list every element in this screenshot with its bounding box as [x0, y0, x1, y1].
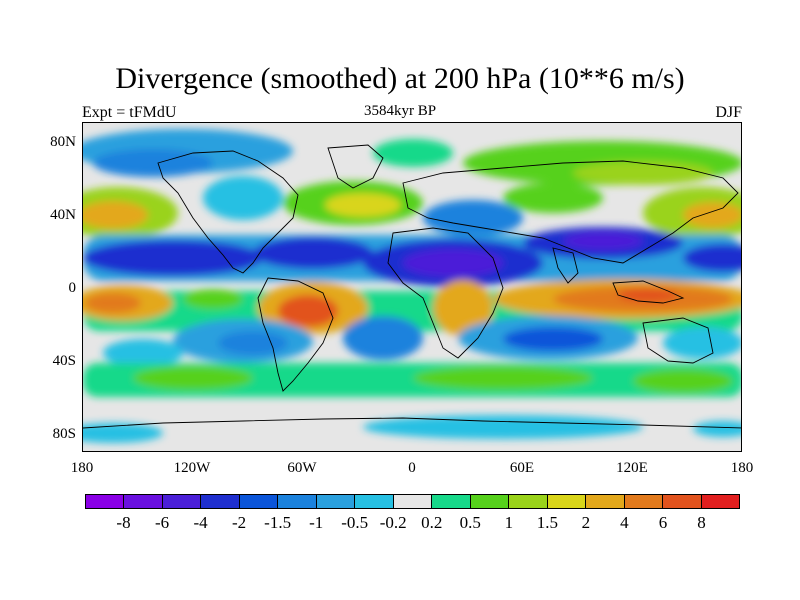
colorbar-swatch — [392, 494, 433, 509]
colorbar-swatch — [662, 494, 702, 509]
lon-label-120w: 120W — [173, 460, 211, 476]
lat-label-80s: 80S — [52, 426, 76, 442]
time-label: 3584kyr BP — [363, 103, 437, 119]
colorbar-swatch — [431, 494, 471, 509]
colorbar-swatch — [623, 494, 664, 509]
colorbar-swatch — [200, 494, 240, 509]
colorbar-swatch — [546, 494, 587, 509]
colorbar-swatch — [315, 494, 356, 509]
colorbar-swatch — [238, 494, 279, 509]
colorbar-label: 2 — [581, 513, 591, 532]
experiment-label: Expt = tFMdU — [82, 104, 177, 121]
colorbar-label: -4 — [193, 513, 208, 532]
colorbar-label: 6 — [658, 513, 668, 532]
lon-label-120e: 120E — [616, 460, 648, 476]
colorbar-label: 8 — [697, 513, 706, 532]
colorbar-swatch — [85, 494, 125, 509]
lon-label-60w: 60W — [287, 460, 317, 476]
colorbar-label: 4 — [620, 513, 629, 532]
lat-label-0: 0 — [68, 280, 77, 296]
colorbar-swatch — [508, 494, 548, 509]
colorbar-label: -1 — [309, 513, 324, 532]
colorbar-swatch — [123, 494, 163, 509]
coastlines — [83, 144, 741, 429]
colorbar-label: 1.5 — [536, 513, 558, 532]
colorbar-swatch — [354, 494, 394, 509]
colorbar-swatch — [277, 494, 317, 509]
lat-label-40n: 40N — [50, 207, 76, 223]
lat-label-40s: 40S — [52, 353, 76, 369]
colorbar-label: -1.5 — [264, 513, 292, 532]
lon-label-180w: 180 — [70, 460, 94, 476]
lon-label-180e: 180 — [730, 460, 754, 476]
lon-label-0: 0 — [408, 460, 416, 476]
divergence-field — [83, 123, 741, 451]
colorbar-label: -0.2 — [379, 513, 407, 532]
colorbar-label: -6 — [154, 513, 170, 532]
colorbar-label: -8 — [116, 513, 131, 532]
colorbar-swatch — [161, 494, 202, 509]
colorbar-label: -0.5 — [341, 513, 369, 532]
colorbar-swatch — [469, 494, 510, 509]
colorbar-swatch — [585, 494, 625, 509]
colorbar-label: 0.2 — [421, 513, 443, 532]
lat-label-80n: 80N — [50, 134, 76, 150]
colorbar-label: -2 — [232, 513, 247, 532]
colorbar — [85, 494, 740, 509]
season-label: DJF — [715, 104, 742, 121]
colorbar-label: 1 — [504, 513, 514, 532]
plot-title: Divergence (smoothed) at 200 hPa (10**6 … — [115, 62, 685, 95]
lon-label-60e: 60E — [509, 460, 535, 476]
colorbar-swatch — [700, 494, 740, 509]
divergence-map — [82, 122, 742, 452]
colorbar-label: 0.5 — [459, 513, 481, 532]
